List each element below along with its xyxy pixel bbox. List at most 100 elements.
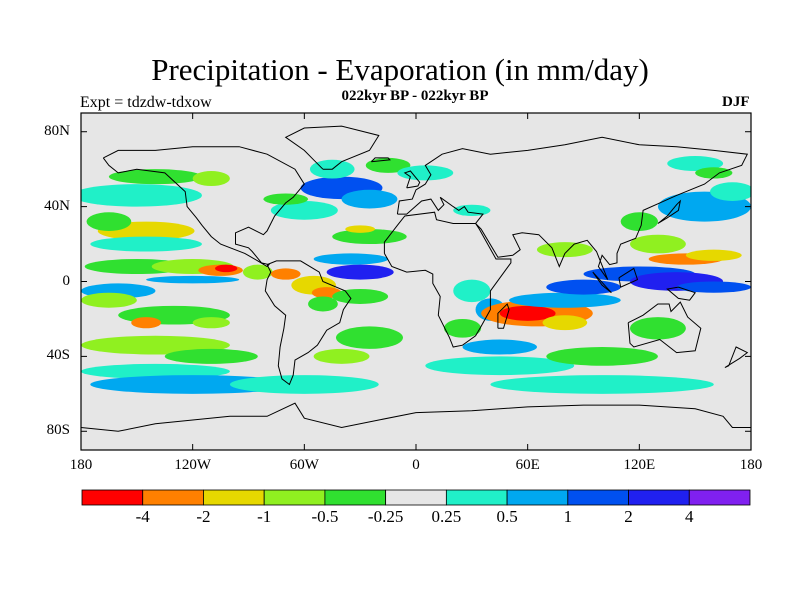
- map-title: Precipitation - Evaporation (in mm/day): [151, 52, 649, 87]
- colorbar-label: 1: [563, 507, 573, 526]
- field-patch: [332, 288, 389, 304]
- coastline: [618, 267, 639, 288]
- field-patch: [676, 281, 751, 293]
- coastline: [497, 303, 510, 329]
- coastline: [666, 286, 697, 301]
- map-subtitle: 022kyr BP - 022kyr BP: [341, 88, 489, 104]
- y-tick-label: 40N: [44, 197, 70, 214]
- field-patch: [192, 171, 230, 187]
- coastline: [81, 402, 751, 432]
- field-patch: [425, 356, 575, 376]
- field-patch: [192, 317, 230, 329]
- field-patch: [453, 279, 491, 303]
- field-patch: [443, 318, 482, 338]
- colorbar-swatch: [324, 489, 387, 506]
- coastline-layer: [81, 125, 751, 432]
- field-patch: [263, 193, 309, 205]
- coastline: [396, 136, 749, 280]
- field-patch: [90, 236, 202, 252]
- field-patch: [397, 165, 454, 181]
- field-patch: [81, 363, 230, 379]
- x-tick-label: 120W: [174, 457, 211, 473]
- colorbar-label: -2: [196, 507, 211, 526]
- colorbar-label: -0.5: [311, 507, 339, 526]
- colorbar-label: 0.25: [431, 507, 462, 526]
- y-tick-label: 0: [62, 272, 71, 289]
- field-patch: [86, 212, 132, 231]
- field-patch: [215, 264, 238, 273]
- coastline: [724, 346, 749, 369]
- coastline: [627, 301, 702, 354]
- field-patch: [242, 264, 273, 280]
- field-patch: [326, 264, 394, 280]
- field-patch: [313, 253, 389, 265]
- field-patch: [345, 225, 376, 233]
- field-patch: [695, 167, 733, 179]
- field-patch: [270, 268, 301, 280]
- colorbar-swatch: [203, 489, 265, 506]
- colorbar-swatch: [688, 489, 751, 506]
- colorbar-label: -4: [135, 507, 150, 526]
- colorbar-label: 0.5: [496, 507, 518, 526]
- coastline: [592, 271, 612, 294]
- colorbar-swatch: [81, 489, 144, 506]
- colorbar-swatch: [142, 489, 204, 506]
- field-patch: [365, 157, 411, 173]
- field-patch: [81, 292, 137, 308]
- field-patch: [332, 229, 407, 245]
- field-patch: [546, 279, 621, 295]
- x-tick-label: 120E: [623, 457, 656, 473]
- field-patch: [131, 317, 162, 329]
- field-patch: [462, 339, 537, 355]
- field-patch: [341, 189, 398, 209]
- colorbar-swatch: [385, 489, 447, 506]
- field-patch: [546, 347, 658, 366]
- coastline: [370, 157, 391, 163]
- field-patch: [81, 184, 202, 207]
- field-patch: [313, 348, 370, 364]
- coastline: [264, 260, 352, 386]
- field-patch: [229, 375, 379, 394]
- field-patch: [308, 296, 338, 312]
- x-tick-label: 60W: [289, 457, 319, 473]
- coastline: [284, 125, 380, 170]
- coastline: [403, 170, 421, 189]
- field-patch: [630, 317, 686, 340]
- x-tick-label: 60E: [515, 457, 540, 473]
- colorbar-swatch: [567, 489, 629, 506]
- y-tick-label: 80S: [46, 422, 70, 439]
- colorbar-label: 2: [624, 507, 633, 526]
- field-patch: [536, 242, 593, 258]
- colorbar-swatch: [506, 489, 569, 506]
- field-patch: [542, 315, 588, 331]
- field-patch: [490, 375, 714, 394]
- field-patch: [630, 234, 686, 254]
- field-patch: [620, 212, 658, 231]
- x-tick-label: 180: [739, 457, 763, 473]
- field-patch: [685, 249, 742, 261]
- coastline: [102, 146, 305, 268]
- season-label: DJF: [722, 94, 750, 110]
- colorbar-label: -1: [257, 507, 272, 526]
- colorbar-swatch: [628, 489, 690, 506]
- field-patch: [667, 156, 724, 172]
- field-patch: [270, 200, 338, 220]
- coastline: [383, 211, 512, 348]
- colorbar-label: 4: [685, 507, 694, 526]
- colorbar-swatch: [445, 489, 508, 506]
- field-layer: [81, 156, 751, 394]
- experiment-label: Expt = tdzdw-tdxow: [80, 94, 212, 111]
- field-patch: [335, 326, 403, 349]
- field-patch: [146, 275, 240, 284]
- field-patch: [509, 292, 621, 308]
- field-patch: [710, 182, 751, 201]
- field-patch: [499, 305, 556, 321]
- y-tick-label: 80N: [44, 122, 70, 139]
- x-tick-label: 180: [69, 457, 93, 473]
- field-patch: [164, 348, 258, 364]
- coastline: [657, 199, 682, 224]
- colorbar-swatch: [263, 489, 326, 506]
- x-tick-label: 0: [412, 457, 420, 473]
- colorbar-label: -0.25: [367, 507, 404, 526]
